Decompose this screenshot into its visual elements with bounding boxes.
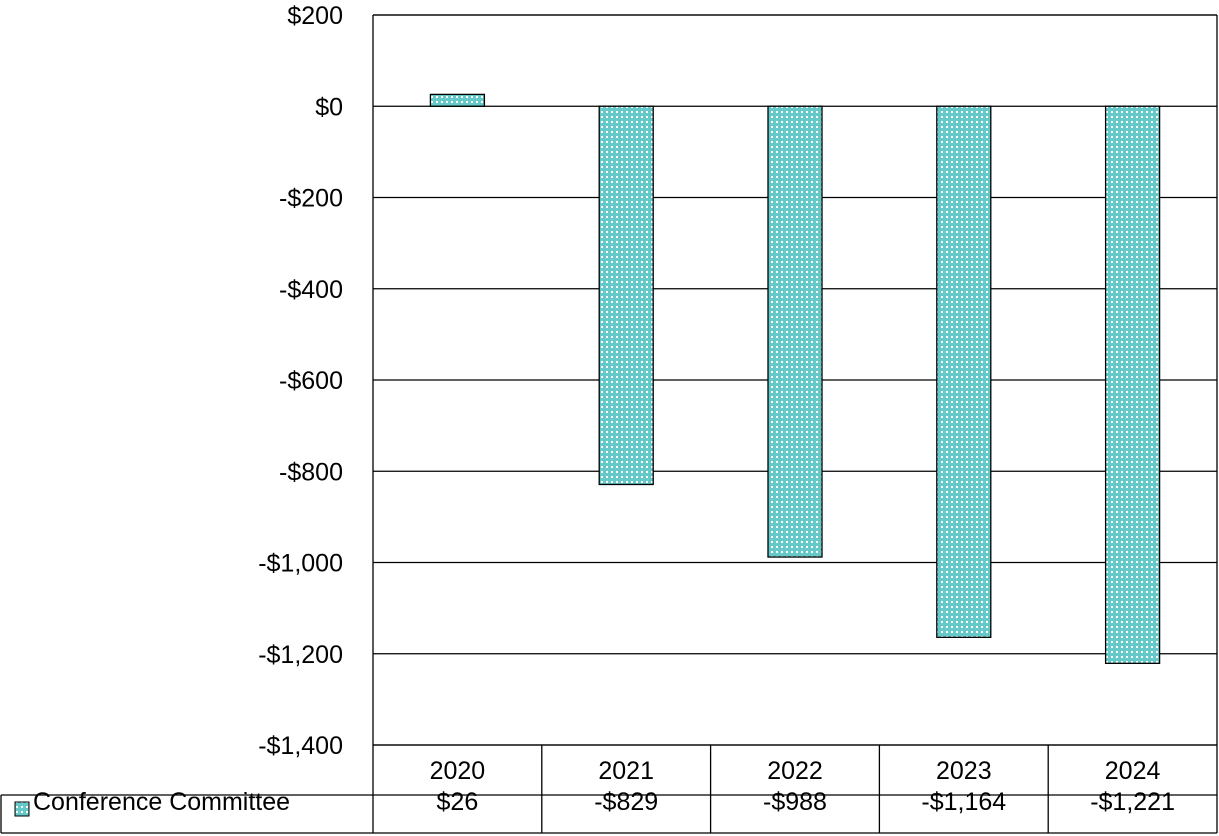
plot-frame bbox=[0, 14, 1218, 834]
y-tick-label: -$600 bbox=[279, 367, 343, 395]
data-table-value: -$1,221 bbox=[1090, 788, 1175, 816]
data-table: 2020 $26 2021 -$829 2022 -$988 2023 -$1,164 2024… bbox=[14, 757, 1175, 817]
category-label: 2022 bbox=[767, 757, 823, 785]
y-tick-label: -$1,200 bbox=[258, 641, 343, 669]
y-tick-label: $0 bbox=[315, 93, 343, 121]
y-tick-label: -$1,000 bbox=[258, 550, 343, 578]
bar-2023 bbox=[936, 105, 992, 638]
legend-series-name: Conference Committee bbox=[33, 788, 290, 816]
data-table-value: $26 bbox=[437, 788, 479, 816]
y-axis-ticks: $200 $0 -$200 -$400 -$600 -$800 -$1,000 -$1,200… bbox=[258, 2, 343, 760]
bar-2022 bbox=[767, 105, 823, 558]
category-label: 2021 bbox=[598, 757, 654, 785]
y-tick-label: $200 bbox=[287, 2, 343, 30]
y-tick-label: -$400 bbox=[279, 276, 343, 304]
y-tick-label: -$200 bbox=[279, 185, 343, 213]
category-label: 2020 bbox=[430, 757, 486, 785]
data-table-value: -$829 bbox=[594, 788, 658, 816]
data-table-value: -$988 bbox=[763, 788, 827, 816]
y-tick-label: -$1,400 bbox=[258, 732, 343, 760]
y-tick-label: -$800 bbox=[279, 458, 343, 486]
bar-2021 bbox=[598, 105, 654, 486]
bar-2020 bbox=[429, 93, 486, 107]
category-label: 2024 bbox=[1105, 757, 1161, 785]
bar-2024 bbox=[1104, 105, 1161, 664]
legend-swatch bbox=[14, 801, 30, 817]
category-label: 2023 bbox=[936, 757, 992, 785]
bars bbox=[429, 93, 1161, 664]
data-table-value: -$1,164 bbox=[921, 788, 1006, 816]
